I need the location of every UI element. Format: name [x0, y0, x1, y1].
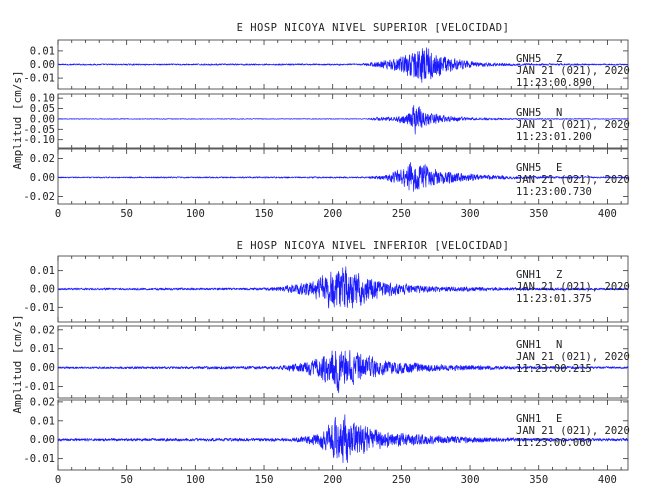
- x-tick-label: 0: [55, 474, 61, 486]
- x-tick-label: 100: [186, 208, 205, 220]
- x-tick-label: 0: [55, 208, 61, 220]
- x-tick-label: 200: [323, 208, 342, 220]
- date-label: JAN 21 (021), 2020: [516, 425, 630, 437]
- y-tick-label: 0.00: [30, 172, 55, 184]
- component-label: Z: [556, 53, 562, 65]
- component-label: E: [556, 413, 562, 425]
- time-label: 11:23:00.890: [516, 77, 592, 89]
- panel-frame: [57, 325, 629, 399]
- date-label: JAN 21 (021), 2020: [516, 65, 630, 77]
- date-label: JAN 21 (021), 2020: [516, 119, 630, 131]
- station-label: GNH5: [516, 107, 541, 119]
- waveform-trace: [57, 47, 629, 83]
- time-label: 11:23:00.060: [516, 437, 592, 449]
- x-tick-label: 50: [120, 474, 133, 486]
- x-tick-label: 350: [529, 208, 548, 220]
- x-tick-label: 250: [392, 208, 411, 220]
- component-label: N: [556, 339, 562, 351]
- x-tick-label: 50: [120, 208, 133, 220]
- y-tick-label: -0.05: [23, 124, 55, 136]
- date-label: JAN 21 (021), 2020: [516, 281, 630, 293]
- y-tick-label: -0.01: [23, 302, 55, 314]
- waveform-trace: [57, 414, 629, 463]
- y-tick-label: -0.01: [23, 73, 55, 85]
- component-label: E: [556, 162, 562, 174]
- y-axis-label: Amplitud [cm/s]: [11, 314, 24, 413]
- y-tick-label: 0.01: [30, 265, 55, 277]
- component-label: Z: [556, 269, 562, 281]
- panel-frame: [57, 93, 629, 149]
- waveform-trace: [57, 162, 629, 192]
- y-tick-label: 0.00: [30, 362, 55, 374]
- y-tick-label: 0.01: [30, 45, 55, 57]
- y-tick-label: -0.10: [23, 134, 55, 146]
- panel-frame: [57, 399, 629, 471]
- waveform-trace: [57, 266, 629, 309]
- x-tick-label: 150: [255, 208, 274, 220]
- y-tick-label: 0.00: [30, 434, 55, 446]
- y-tick-label: 0.02: [30, 396, 55, 408]
- x-tick-label: 400: [598, 474, 617, 486]
- chart-title: E HOSP NICOYA NIVEL INFERIOR [VELOCIDAD]: [237, 240, 510, 252]
- date-label: JAN 21 (021), 2020: [516, 174, 630, 186]
- x-tick-label: 150: [255, 474, 274, 486]
- y-tick-label: 0.00: [30, 284, 55, 296]
- y-tick-label: -0.01: [23, 453, 55, 465]
- y-tick-label: 0.00: [30, 113, 55, 125]
- station-label: GNH5: [516, 53, 541, 65]
- y-tick-label: -0.02: [23, 191, 55, 203]
- station-label: GNH1: [516, 413, 541, 425]
- y-tick-label: 0.05: [30, 103, 55, 115]
- time-label: 11:23:01.200: [516, 131, 592, 143]
- station-label: GNH1: [516, 269, 541, 281]
- station-label: GNH5: [516, 162, 541, 174]
- waveform-trace: [57, 105, 629, 135]
- y-tick-label: 0.00: [30, 59, 55, 71]
- panel-frame: [57, 148, 629, 205]
- waveform-trace: [57, 350, 629, 394]
- y-tick-label: 0.01: [30, 415, 55, 427]
- x-tick-label: 200: [323, 474, 342, 486]
- time-label: 11:23:01.375: [516, 293, 592, 305]
- time-label: 11:23:00.215: [516, 363, 592, 375]
- y-tick-label: 0.10: [30, 93, 55, 105]
- y-axis-label: Amplitud [cm/s]: [11, 70, 24, 169]
- time-label: 11:23:00.730: [516, 186, 592, 198]
- y-tick-label: -0.01: [23, 381, 55, 393]
- x-tick-label: 350: [529, 474, 548, 486]
- x-tick-label: 300: [461, 474, 480, 486]
- x-tick-label: 300: [461, 208, 480, 220]
- y-tick-label: 0.02: [30, 153, 55, 165]
- y-tick-label: 0.01: [30, 343, 55, 355]
- chart-title: E HOSP NICOYA NIVEL SUPERIOR [VELOCIDAD]: [237, 22, 510, 34]
- y-tick-label: 0.02: [30, 324, 55, 336]
- station-label: GNH1: [516, 339, 541, 351]
- date-label: JAN 21 (021), 2020: [516, 351, 630, 363]
- x-tick-label: 100: [186, 474, 205, 486]
- x-tick-label: 400: [598, 208, 617, 220]
- component-label: N: [556, 107, 562, 119]
- x-tick-label: 250: [392, 474, 411, 486]
